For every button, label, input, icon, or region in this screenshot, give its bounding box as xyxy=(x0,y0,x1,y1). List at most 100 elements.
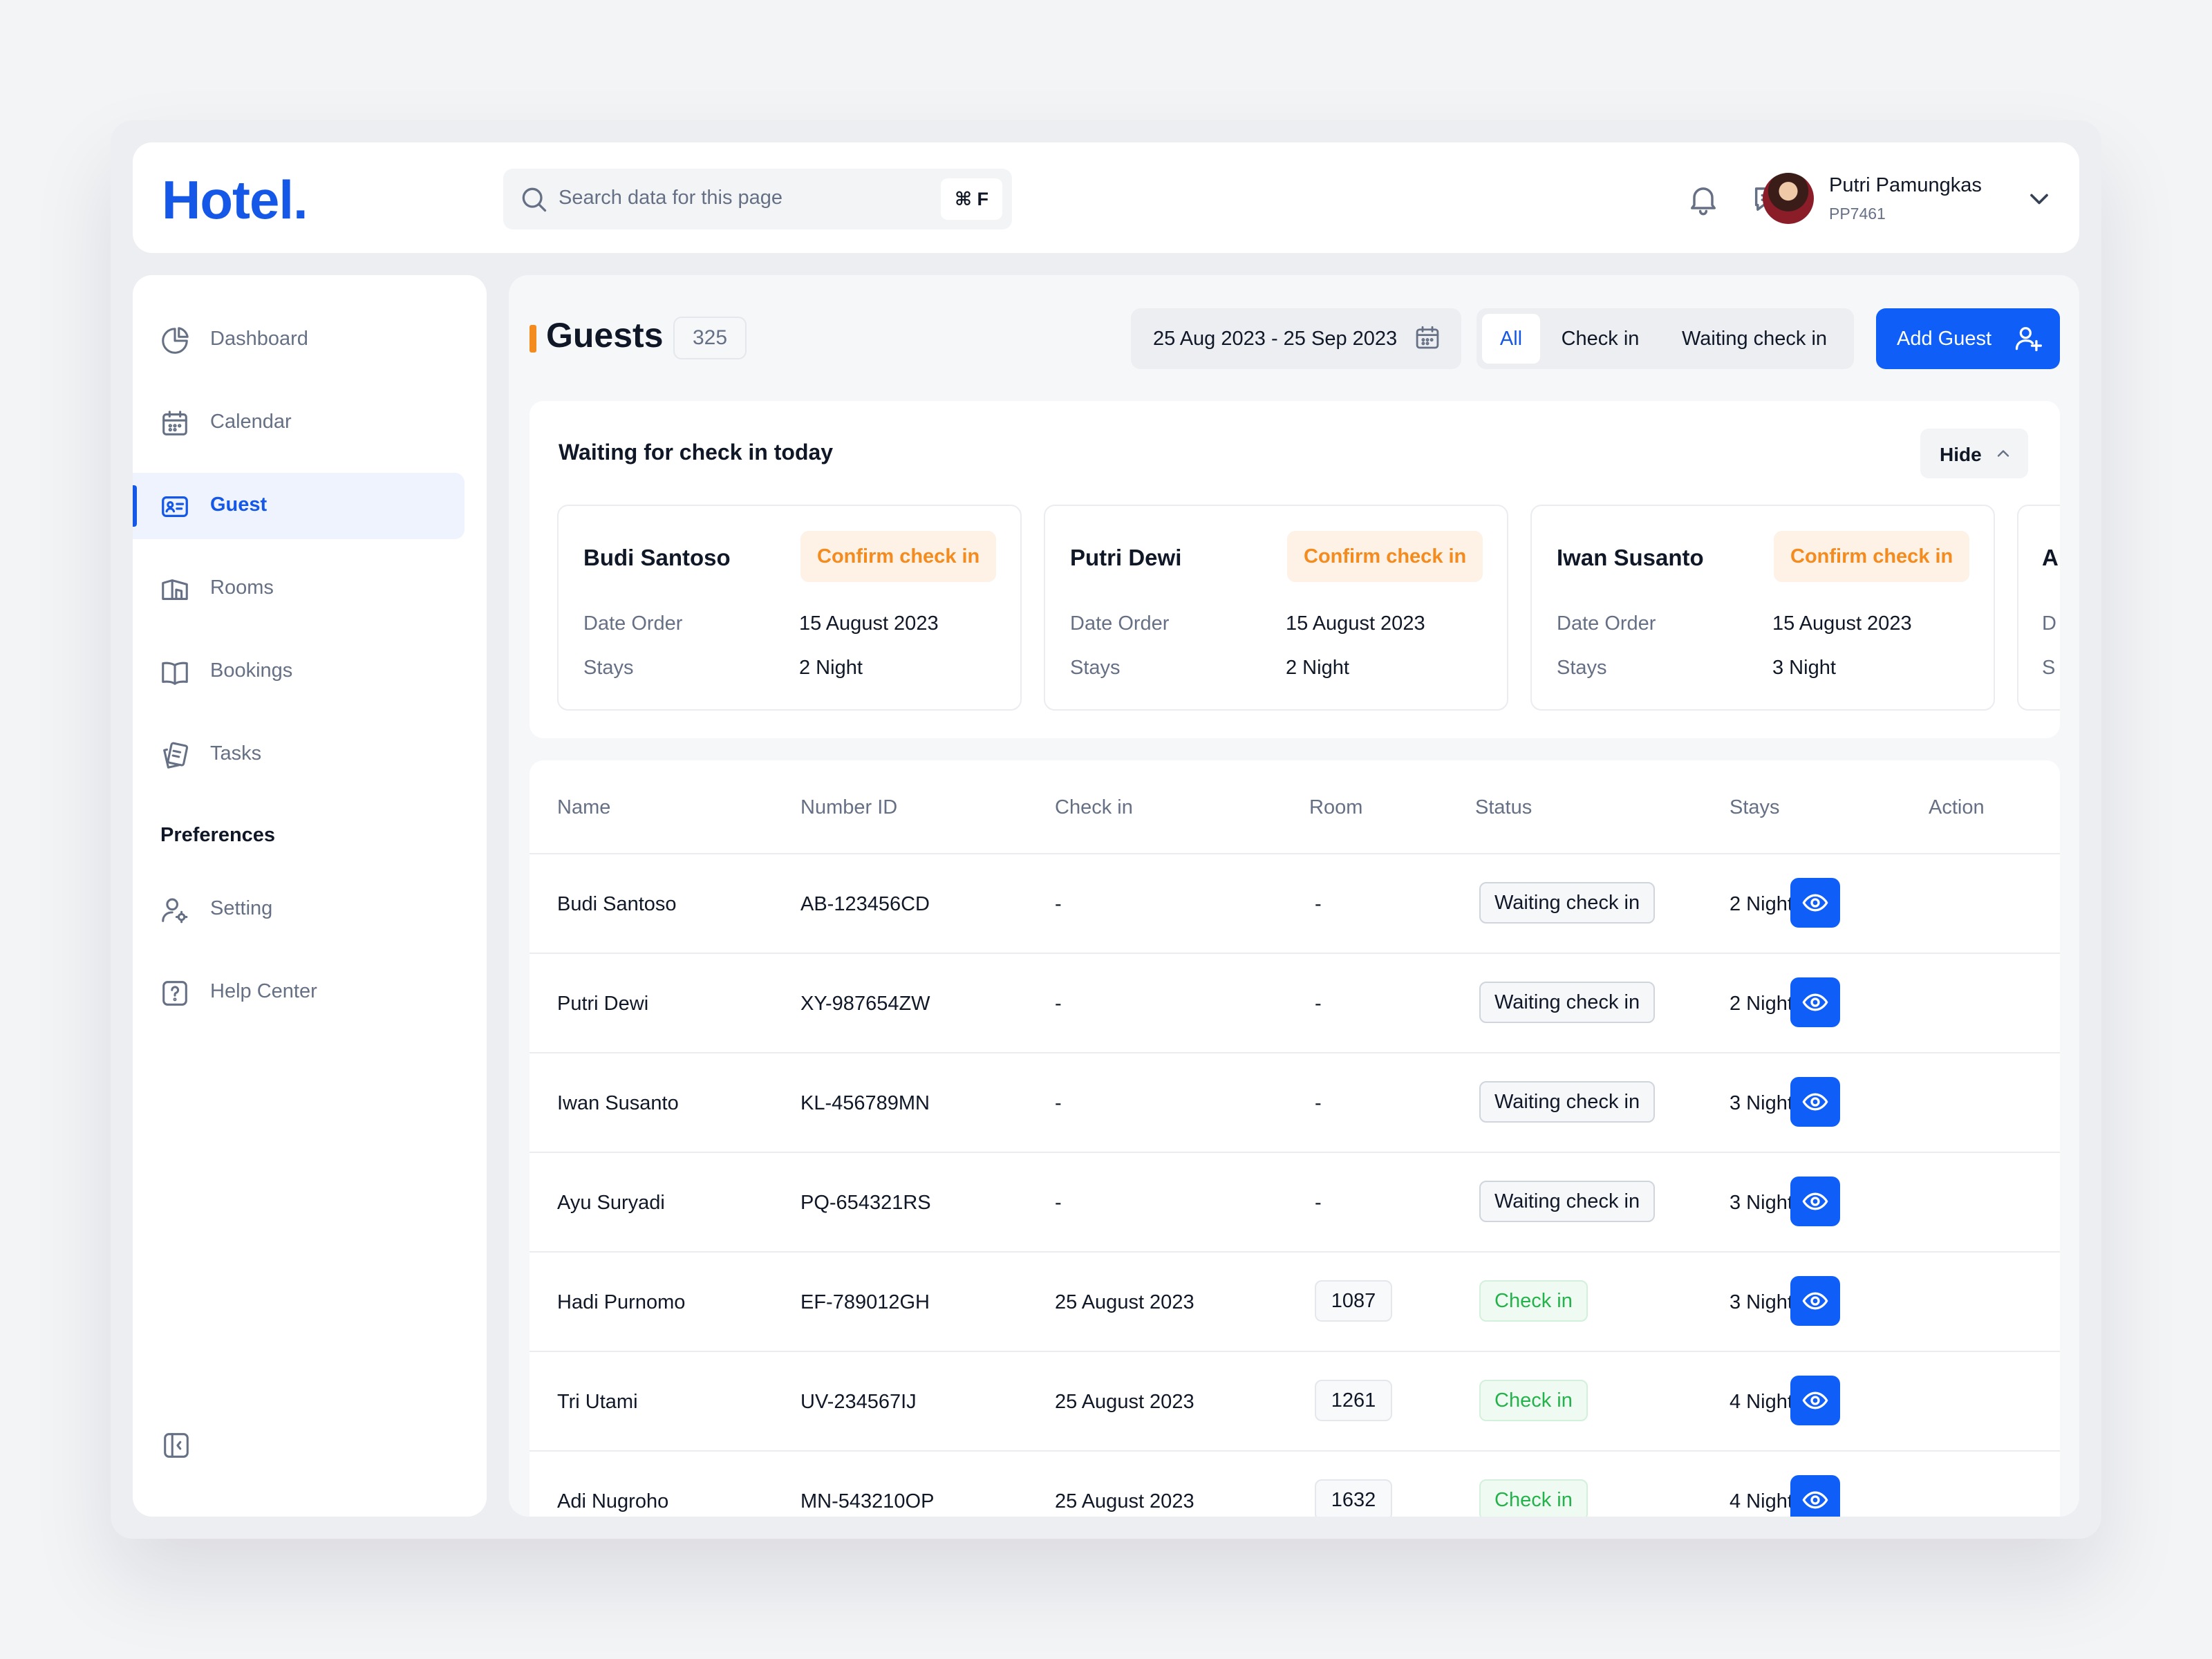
sidebar-item-calendar[interactable]: Calendar xyxy=(133,390,465,456)
add-guest-label: Add Guest xyxy=(1897,328,1992,350)
column-header[interactable]: Stays xyxy=(1730,796,1780,818)
sidebar-item-tasks[interactable]: Tasks xyxy=(133,722,465,788)
view-button[interactable] xyxy=(1790,1077,1840,1127)
check-in-date: 25 August 2023 xyxy=(1055,1391,1194,1413)
guest-name: Adi Nugroho xyxy=(557,1490,669,1512)
view-button[interactable] xyxy=(1790,1276,1840,1326)
table-row[interactable]: Hadi Purnomo EF-789012GH 25 August 2023 … xyxy=(529,1251,2060,1351)
check-in-date: - xyxy=(1055,1092,1062,1114)
guest-name: Hadi Purnomo xyxy=(557,1291,686,1313)
stays-label: Stays xyxy=(583,657,634,679)
room-number: - xyxy=(1315,1092,1322,1114)
search-icon xyxy=(522,187,547,212)
status-badge: Check in xyxy=(1479,1280,1588,1322)
table-row[interactable]: Tri Utami UV-234567IJ 25 August 2023 126… xyxy=(529,1351,2060,1450)
hide-button[interactable]: Hide xyxy=(1920,429,2028,478)
sidebar-item-label: Guest xyxy=(210,494,268,516)
stays: 4 Night xyxy=(1730,1391,1793,1413)
eye-icon xyxy=(1802,894,1828,912)
stays-value: 2 Night xyxy=(799,657,863,679)
view-button[interactable] xyxy=(1790,1475,1840,1517)
stays-label: Stays xyxy=(1070,657,1121,679)
waiting-card: Putri Dewi Confirm check in Date Order 1… xyxy=(1044,505,1508,711)
stays-label: Stays xyxy=(1557,657,1607,679)
tab-waiting-check-in[interactable]: Waiting check in xyxy=(1681,328,1828,350)
page-title: Guests xyxy=(546,316,664,355)
confirm-check-in-button[interactable]: Confirm check in xyxy=(1287,531,1483,582)
avatar[interactable] xyxy=(1763,173,1814,224)
sidebar-item-label: Calendar xyxy=(210,411,292,433)
stays: 2 Night xyxy=(1730,893,1793,915)
view-button[interactable] xyxy=(1790,878,1840,928)
eye-icon xyxy=(1802,1491,1828,1509)
column-header[interactable]: Number ID xyxy=(800,796,898,818)
search-placeholder: Search data for this page xyxy=(559,187,783,209)
eye-icon xyxy=(1802,993,1828,1011)
table-row[interactable]: Ayu Suryadi PQ-654321RS - - Waiting chec… xyxy=(529,1152,2060,1251)
stays-label: S xyxy=(2042,657,2056,679)
rooms-icon xyxy=(162,579,188,600)
stays-value: 2 Night xyxy=(1286,657,1349,679)
sidebar-item-dashboard[interactable]: Dashboard xyxy=(133,307,465,373)
column-header[interactable]: Room xyxy=(1309,796,1363,818)
table-row[interactable]: Adi Nugroho MN-543210OP 25 August 2023 1… xyxy=(529,1450,2060,1517)
sidebar-item-help-center[interactable]: Help Center xyxy=(133,959,465,1026)
date-range-text: 25 Aug 2023 - 25 Sep 2023 xyxy=(1153,328,1398,350)
eye-icon xyxy=(1802,1192,1828,1210)
view-button[interactable] xyxy=(1790,977,1840,1027)
bell-icon[interactable] xyxy=(1685,181,1721,217)
help-icon xyxy=(162,981,187,1006)
guest-name: Iwan Susanto xyxy=(557,1092,679,1114)
title-accent xyxy=(529,325,536,353)
main-content: Guests 325 25 Aug 2023 - 25 Sep 2023 All… xyxy=(509,275,2079,1517)
user-settings-icon xyxy=(162,898,188,924)
book-icon xyxy=(162,662,188,685)
sidebar-item-label: Rooms xyxy=(210,577,274,599)
chevron-up-icon xyxy=(1997,450,2009,457)
tab-all[interactable]: All xyxy=(1482,314,1540,364)
status-badge: Waiting check in xyxy=(1479,1181,1656,1222)
guest-name: Budi Santoso xyxy=(557,893,677,915)
chevron-down-icon[interactable] xyxy=(2024,184,2054,214)
table-row[interactable]: Putri Dewi XY-987654ZW - - Waiting check… xyxy=(529,953,2060,1052)
number-id: PQ-654321RS xyxy=(800,1192,931,1214)
number-id: XY-987654ZW xyxy=(800,993,930,1015)
guest-name: Putri Dewi xyxy=(1070,545,1182,570)
status-badge: Waiting check in xyxy=(1479,982,1656,1023)
guest-name: A xyxy=(2042,545,2059,570)
date-order-value: 15 August 2023 xyxy=(1772,612,1912,635)
guest-card-icon xyxy=(162,496,188,518)
column-header: Action xyxy=(1929,796,1985,818)
room-number: 1261 xyxy=(1315,1380,1392,1421)
table-row[interactable]: Iwan Susanto KL-456789MN - - Waiting che… xyxy=(529,1052,2060,1152)
date-order-label: D xyxy=(2042,612,2056,635)
room-number: - xyxy=(1315,1192,1322,1214)
check-in-date: 25 August 2023 xyxy=(1055,1490,1194,1512)
stays: 4 Night xyxy=(1730,1490,1793,1512)
sidebar-item-rooms[interactable]: Rooms xyxy=(133,556,465,622)
room-number: - xyxy=(1315,893,1322,915)
number-id: MN-543210OP xyxy=(800,1490,935,1512)
user-id: PP7461 xyxy=(1829,205,1886,223)
sidebar-item-setting[interactable]: Setting xyxy=(133,877,465,943)
waiting-title: Waiting for check in today xyxy=(559,440,834,465)
column-header[interactable]: Check in xyxy=(1055,796,1133,818)
column-header[interactable]: Name xyxy=(557,796,611,818)
waiting-card: Budi Santoso Confirm check in Date Order… xyxy=(557,505,1022,711)
sidebar-item-bookings[interactable]: Bookings xyxy=(133,639,465,705)
confirm-check-in-button[interactable]: Confirm check in xyxy=(1774,531,1970,582)
date-order-label: Date Order xyxy=(1557,612,1656,635)
sidebar-item-guest[interactable]: Guest xyxy=(133,473,465,539)
date-range-picker[interactable]: 25 Aug 2023 - 25 Sep 2023 xyxy=(1131,308,1461,369)
view-button[interactable] xyxy=(1790,1177,1840,1226)
view-button[interactable] xyxy=(1790,1376,1840,1425)
table-row[interactable]: Budi Santoso AB-123456CD - - Waiting che… xyxy=(529,853,2060,953)
column-header[interactable]: Status xyxy=(1475,796,1533,818)
search-input[interactable]: Search data for this page ⌘ F xyxy=(503,169,1012,229)
add-guest-button[interactable]: Add Guest xyxy=(1876,308,2060,369)
tab-check-in[interactable]: Check in xyxy=(1561,328,1640,350)
hide-label: Hide xyxy=(1940,444,1982,465)
room-number: 1632 xyxy=(1315,1479,1392,1517)
collapse-sidebar-icon[interactable] xyxy=(160,1430,192,1461)
confirm-check-in-button[interactable]: Confirm check in xyxy=(800,531,997,582)
